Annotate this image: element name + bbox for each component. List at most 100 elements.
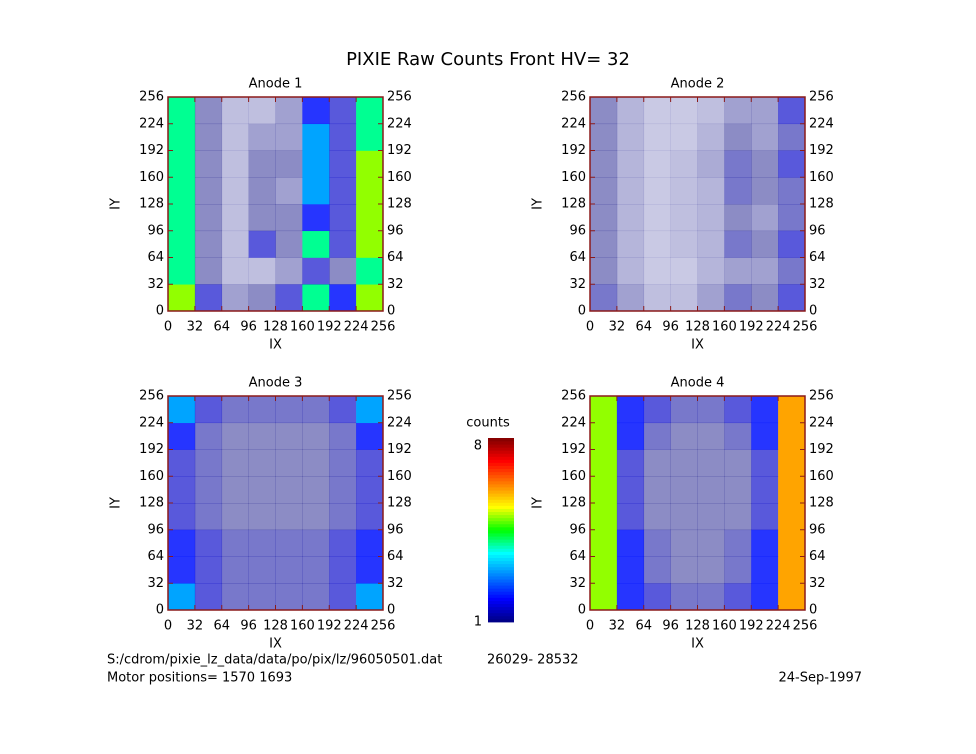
y-tick-label-right: 64 (387, 250, 404, 265)
heat-cell (248, 204, 276, 232)
y-tick-label: 64 (147, 549, 164, 564)
heat-cell (724, 422, 752, 450)
colorbar-swatch (488, 487, 514, 491)
y-tick-label: 96 (569, 522, 586, 537)
heat-cell (275, 556, 303, 584)
heat-cell (275, 529, 303, 557)
heat-cell (194, 150, 223, 178)
heat-cell (275, 422, 303, 450)
colorbar-swatch (488, 502, 514, 506)
y-tick-label-right: 128 (387, 496, 412, 511)
y-tick-label: 224 (561, 415, 586, 430)
heat-cell (724, 583, 752, 611)
heat-cell (616, 556, 645, 584)
y-tick-label-right: 192 (387, 143, 412, 158)
x-tick-label: 32 (609, 619, 626, 634)
colorbar-swatch (488, 493, 514, 497)
y-tick-label: 224 (139, 116, 164, 131)
y-tick-label: 128 (561, 197, 586, 212)
heat-cell (275, 257, 303, 285)
y-tick-label: 0 (156, 603, 164, 618)
panel-title: Anode 2 (671, 77, 725, 92)
heat-cell (724, 230, 752, 258)
heat-cell (778, 422, 806, 450)
heat-cell (751, 556, 779, 584)
y-tick-label: 256 (561, 90, 586, 105)
y-tick-label: 96 (147, 522, 164, 537)
heat-cell (275, 583, 303, 611)
heat-cell (356, 204, 384, 232)
heat-cell (643, 503, 671, 531)
heat-cell (590, 476, 618, 504)
heat-cell (168, 123, 196, 151)
y-tick-label: 192 (561, 442, 586, 457)
heat-cell (778, 204, 806, 232)
heat-cell (590, 449, 618, 477)
x-tick-label: 256 (793, 320, 818, 335)
heat-cell (697, 150, 725, 178)
footer-range: 26029- 28532 (487, 653, 579, 668)
x-tick-label: 64 (213, 320, 230, 335)
colorbar-swatch (488, 557, 514, 562)
heat-cell (221, 284, 249, 312)
heat-cell (329, 284, 357, 312)
heat-cell (590, 204, 618, 232)
x-tick-label: 192 (317, 320, 342, 335)
colorbar-swatch (488, 585, 514, 589)
heat-cell (329, 449, 357, 477)
heat-cell (697, 230, 725, 258)
heat-cell (356, 123, 384, 151)
heat-cell (168, 476, 196, 504)
y-tick-label-right: 192 (387, 442, 412, 457)
colorbar-swatch (488, 441, 514, 445)
y-axis-label: IY (109, 198, 124, 210)
heat-cell (751, 123, 779, 151)
heat-cell (751, 422, 779, 450)
y-axis-label: IY (531, 497, 546, 509)
y-tick-label-right: 192 (809, 143, 834, 158)
colorbar-swatch (488, 453, 514, 457)
heat-cell (778, 230, 806, 258)
colorbar-swatch (488, 576, 514, 580)
heat-cell (751, 284, 779, 312)
heat-cell (697, 556, 725, 584)
heat-cell (194, 97, 223, 125)
colorbar-swatch (488, 551, 514, 555)
x-tick-label: 96 (662, 619, 679, 634)
heat-cell (194, 123, 223, 151)
heat-cell (221, 476, 249, 504)
heat-cell (778, 476, 806, 504)
y-tick-label: 32 (147, 576, 164, 591)
heat-cell (616, 284, 645, 312)
y-tick-label: 224 (139, 415, 164, 430)
heat-cell (248, 284, 276, 312)
heat-cell (590, 284, 618, 312)
heat-cell (751, 150, 779, 178)
y-tick-label: 32 (147, 277, 164, 292)
heat-cell (670, 97, 698, 125)
colorbar-swatch (488, 539, 514, 543)
y-tick-label-right: 160 (387, 170, 412, 185)
colorbar-swatch (488, 618, 514, 623)
colorbar-swatch (488, 591, 514, 595)
heat-cell (778, 529, 806, 557)
y-tick-label-right: 192 (809, 442, 834, 457)
colorbar-swatch (488, 597, 514, 601)
colorbar-swatch (488, 554, 514, 558)
heat-cell (590, 396, 618, 424)
heat-cell (670, 583, 698, 611)
heat-cell (168, 177, 196, 205)
heat-cell (643, 284, 671, 312)
heat-cell (221, 583, 249, 611)
heat-cell (302, 396, 330, 424)
y-tick-label: 0 (156, 304, 164, 319)
heat-cell (248, 449, 276, 477)
heat-cell (248, 583, 276, 611)
heat-cell (329, 556, 357, 584)
footer-date: 24-Sep-1997 (778, 671, 862, 686)
heat-cell (221, 123, 249, 151)
heat-cell (616, 204, 645, 232)
y-tick-label-right: 160 (809, 170, 834, 185)
heat-cell (616, 257, 645, 285)
heat-cell (168, 422, 196, 450)
